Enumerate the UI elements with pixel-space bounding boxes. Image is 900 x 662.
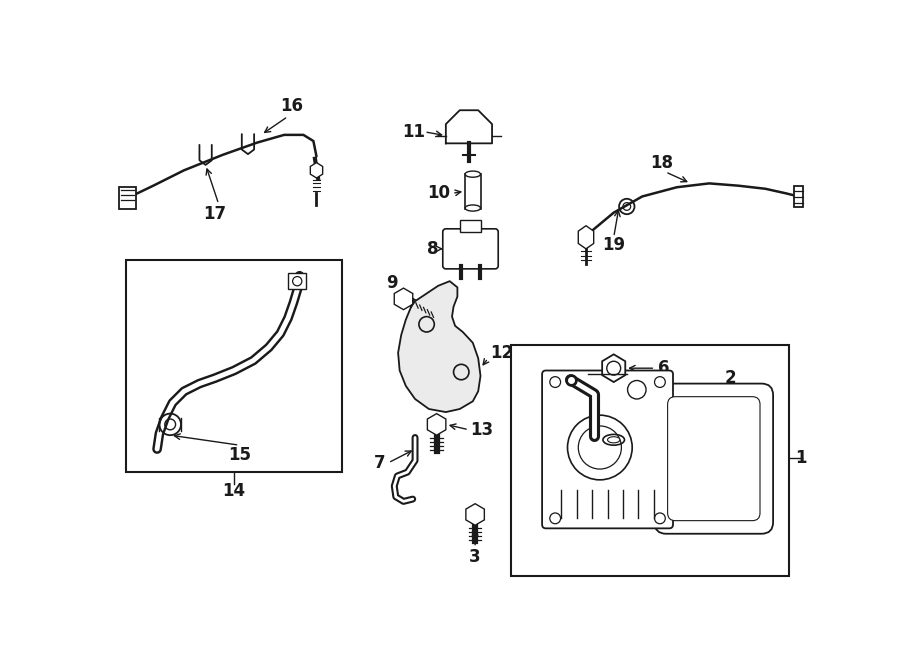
FancyBboxPatch shape [668, 397, 760, 520]
Text: 11: 11 [402, 122, 425, 141]
Text: 1: 1 [795, 449, 806, 467]
Text: 19: 19 [602, 236, 626, 254]
Polygon shape [602, 354, 626, 382]
Polygon shape [428, 414, 446, 435]
Ellipse shape [465, 205, 481, 211]
Bar [119, 187, 136, 209]
Text: 6: 6 [658, 359, 669, 377]
Bar [460, 220, 482, 232]
Polygon shape [446, 111, 492, 144]
Bar [126, 260, 342, 472]
FancyBboxPatch shape [542, 371, 673, 528]
Polygon shape [310, 163, 322, 178]
Ellipse shape [465, 171, 481, 177]
Text: 17: 17 [203, 205, 227, 223]
Bar [794, 186, 803, 207]
Text: 13: 13 [471, 421, 493, 439]
Ellipse shape [603, 434, 625, 445]
Polygon shape [579, 226, 594, 249]
FancyBboxPatch shape [443, 229, 499, 269]
Text: 5: 5 [570, 431, 581, 449]
Text: 2: 2 [724, 369, 736, 387]
Text: 15: 15 [228, 446, 251, 464]
Text: 8: 8 [427, 240, 438, 258]
Polygon shape [398, 281, 481, 412]
Text: 16: 16 [281, 97, 303, 115]
Polygon shape [466, 504, 484, 525]
Text: 10: 10 [427, 185, 450, 203]
Bar [288, 273, 307, 289]
Text: 12: 12 [491, 344, 514, 362]
Text: 14: 14 [222, 483, 246, 500]
Text: 18: 18 [650, 154, 673, 171]
Text: 9: 9 [386, 275, 398, 293]
FancyBboxPatch shape [654, 383, 773, 534]
Polygon shape [394, 288, 413, 310]
Text: 3: 3 [469, 548, 481, 566]
Bar [465, 174, 481, 209]
Text: 7: 7 [374, 454, 386, 472]
Bar [511, 345, 788, 576]
Ellipse shape [608, 437, 620, 443]
Text: 4: 4 [548, 390, 560, 408]
